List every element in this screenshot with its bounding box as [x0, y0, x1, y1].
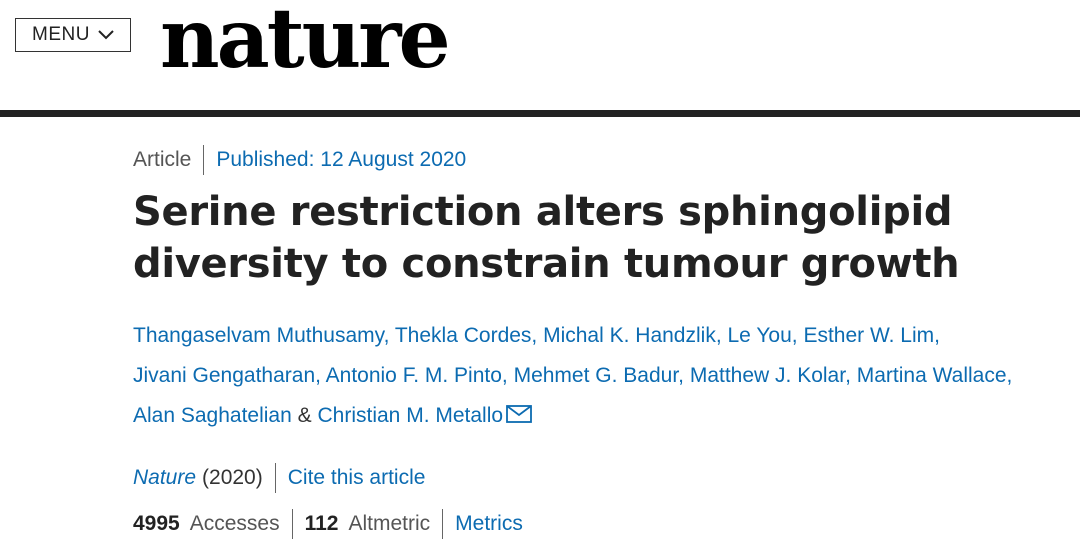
accesses-label: Accesses — [189, 512, 280, 535]
chevron-down-icon — [98, 30, 114, 40]
author-link[interactable]: Alan Saghatelian — [133, 404, 292, 427]
article-title: Serine restriction alters sphingolipid d… — [133, 186, 1033, 290]
meta-separator — [203, 145, 205, 175]
author-link[interactable]: Martina Wallace — [856, 364, 1007, 387]
article-meta: Article Published: 12 August 2020 — [133, 140, 1033, 180]
journal-separator — [274, 463, 276, 493]
site-header: MENU nature — [0, 0, 1080, 110]
author-link[interactable]: Jivani Gengatharan — [133, 364, 316, 387]
accesses-count: 4995 — [133, 512, 180, 535]
article-metrics: 4995 Accesses 112 Altmetric Metrics — [133, 504, 1033, 544]
author-link[interactable]: Antonio F. M. Pinto — [325, 364, 502, 387]
altmetric-count: 112 — [304, 512, 339, 535]
header-divider — [0, 110, 1080, 117]
author-list: Thangaselvam Muthusamy, Thekla Cordes, M… — [133, 324, 1013, 427]
author-link[interactable]: Thangaselvam Muthusamy — [133, 324, 384, 347]
cite-article-link[interactable]: Cite this article — [287, 466, 426, 489]
altmetric-label: Altmetric — [348, 512, 431, 535]
article-type: Article — [133, 148, 192, 171]
author-link[interactable]: Christian M. Metallo — [317, 404, 504, 427]
title-line-1: Serine restriction alters sphingolipid — [133, 189, 953, 235]
nature-logo[interactable]: nature — [160, 0, 451, 87]
journal-name: Nature — [133, 466, 197, 489]
metrics-link[interactable]: Metrics — [455, 512, 523, 535]
envelope-icon[interactable] — [506, 405, 532, 423]
journal-info: Nature (2020) Cite this article — [133, 458, 1033, 498]
author-link[interactable]: Le You — [727, 324, 792, 347]
title-line-2: diversity to constrain tumour growth — [133, 241, 960, 287]
author-link[interactable]: Thekla Cordes — [394, 324, 532, 347]
journal-year: (2020) — [202, 466, 263, 489]
published-date: Published: 12 August 2020 — [216, 148, 467, 171]
article-header: Article Published: 12 August 2020 Serine… — [133, 140, 1033, 544]
menu-label: MENU — [32, 24, 90, 45]
author-ampersand: & — [297, 404, 312, 427]
menu-button[interactable]: MENU — [15, 18, 131, 52]
author-link[interactable]: Mehmet G. Badur — [513, 364, 679, 387]
author-link[interactable]: Matthew J. Kolar — [689, 364, 846, 387]
author-link[interactable]: Michal K. Handzlik — [543, 324, 716, 347]
metrics-separator — [442, 509, 444, 539]
author-link[interactable]: Esther W. Lim — [803, 324, 935, 347]
metrics-separator — [291, 509, 293, 539]
